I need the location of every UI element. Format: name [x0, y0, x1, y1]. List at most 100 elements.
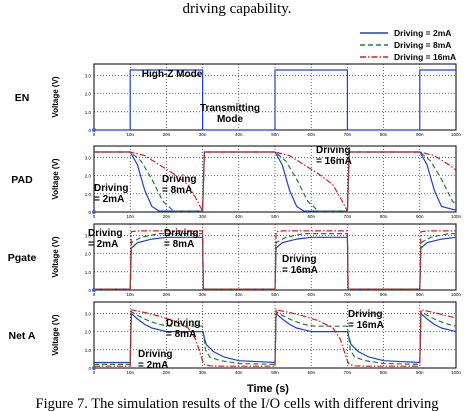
panel-pgate: 0 1.0 2.0 3.0 0 10n 20n 30n 40n 50n 60n 70n 80n 90n 10… — [8, 223, 462, 297]
annotation: Transmitting Mode — [200, 103, 260, 125]
y-axis-label: Voltage (V) — [51, 314, 60, 356]
x-tick-label: 90n — [416, 370, 424, 375]
y-tick-label: 3.0 — [85, 311, 92, 316]
y-tick-label: 0 — [88, 366, 91, 371]
annotation: Driving = 8mA — [166, 318, 200, 340]
annotation: Driving = 2mA — [94, 183, 128, 205]
x-tick-label: 70n — [344, 292, 352, 297]
header-text: driving capability. — [183, 1, 292, 17]
x-tick-label: 50n — [271, 292, 279, 297]
series-line-driving-16ma — [94, 230, 456, 290]
x-tick-label: 40n — [235, 214, 243, 219]
x-tick-label: 80n — [380, 214, 388, 219]
legend-label: Driving = 16mA — [394, 52, 456, 62]
series-line-driving-8ma — [94, 233, 456, 290]
origin-marker — [92, 128, 96, 132]
x-tick-label: 100n — [451, 292, 462, 297]
x-tick-label: 90n — [416, 292, 424, 297]
annotation: Driving = 16mA — [316, 145, 352, 167]
y-tick-label: 2.0 — [85, 252, 92, 257]
annotation: Driving = 16mA — [348, 309, 384, 331]
x-tick-label: 60n — [307, 132, 315, 137]
origin-marker — [92, 366, 96, 370]
x-tick-label: 60n — [307, 370, 315, 375]
x-tick-label: 30n — [199, 292, 207, 297]
annotation: Driving = 16mA — [282, 254, 318, 276]
x-tick-label: 90n — [416, 214, 424, 219]
y-tick-label: 0 — [88, 128, 91, 133]
x-tick-label: 10n — [126, 370, 134, 375]
x-tick-label: 50n — [271, 132, 279, 137]
legend-label: Driving = 8mA — [394, 40, 451, 50]
panel-name: EN — [15, 92, 30, 104]
legend-label: Driving = 2mA — [394, 28, 451, 38]
y-tick-label: 0 — [88, 288, 91, 293]
y-tick-label: 1.0 — [85, 110, 92, 115]
panel-en: 0 1.0 2.0 3.0 0 10n 20n 30n 40n 50n 60n 70n 80n 90n 10… — [15, 63, 462, 137]
x-tick-label: 80n — [380, 132, 388, 137]
x-tick-label: 10n — [126, 132, 134, 137]
panel-net-a: 0 1.0 2.0 3.0 0 10n 20n 30n 40n 50n 60n 70n 80n 90n 10… — [8, 301, 462, 375]
x-axis-label: Time (s) — [247, 383, 289, 395]
annotation: Driving = 2mA — [88, 228, 122, 250]
figure-caption: Figure 7. The simulation results of the … — [36, 396, 439, 412]
x-tick-label: 30n — [199, 132, 207, 137]
x-tick-label: 20n — [163, 132, 171, 137]
x-tick-label: 90n — [416, 132, 424, 137]
legend: Driving = 2mA Driving = 8mA Driving = 16mA — [360, 28, 456, 62]
x-tick-label: 40n — [235, 132, 243, 137]
x-tick-label: 50n — [271, 214, 279, 219]
y-tick-label: 2.0 — [85, 174, 92, 179]
y-tick-label: 2.0 — [85, 92, 92, 97]
x-tick-label: 60n — [307, 292, 315, 297]
y-tick-label: 3.0 — [85, 155, 92, 160]
y-tick-label: 1.0 — [85, 192, 92, 197]
x-tick-label: 0 — [93, 132, 96, 137]
y-axis-label: Voltage (V) — [51, 158, 60, 200]
y-tick-label: 1.0 — [85, 348, 92, 353]
x-tick-label: 20n — [163, 214, 171, 219]
y-axis-label: Voltage (V) — [51, 76, 60, 118]
y-tick-label: 3.0 — [85, 73, 92, 78]
x-tick-label: 70n — [344, 132, 352, 137]
x-tick-label: 80n — [380, 292, 388, 297]
y-tick-label: 0 — [88, 210, 91, 215]
x-tick-label: 40n — [235, 370, 243, 375]
x-tick-label: 40n — [235, 292, 243, 297]
y-tick-label: 1.0 — [85, 270, 92, 275]
x-tick-label: 100n — [451, 370, 462, 375]
x-tick-label: 0 — [93, 370, 96, 375]
y-tick-label: 2.0 — [85, 330, 92, 335]
x-tick-label: 30n — [199, 214, 207, 219]
annotation: High-Z Mode — [142, 69, 203, 80]
origin-marker — [92, 288, 96, 292]
x-tick-label: 50n — [271, 370, 279, 375]
panel-name: Net A — [8, 330, 35, 342]
origin-marker — [92, 210, 96, 214]
x-tick-label: 60n — [307, 214, 315, 219]
x-tick-label: 0 — [93, 214, 96, 219]
x-tick-label: 10n — [126, 292, 134, 297]
x-tick-label: 20n — [163, 292, 171, 297]
x-tick-label: 80n — [380, 370, 388, 375]
panel-pad: 0 1.0 2.0 3.0 0 10n 20n 30n 40n 50n 60n 70n 80n 90n 10… — [11, 145, 461, 219]
panel-name: Pgate — [8, 252, 37, 264]
y-tick-label: 3.0 — [85, 233, 92, 238]
series-line-driving-8ma — [94, 151, 457, 212]
x-tick-label: 70n — [344, 370, 352, 375]
series-line-en — [94, 69, 456, 131]
x-tick-label: 0 — [93, 292, 96, 297]
annotation: Driving = 8mA — [164, 228, 198, 250]
x-tick-label: 10n — [126, 214, 134, 219]
annotation: Driving = 2mA — [138, 349, 172, 371]
x-tick-label: 100n — [451, 132, 462, 137]
panels: 0 1.0 2.0 3.0 0 10n 20n 30n 40n 50n 60n 70n 80n 90n 10… — [8, 63, 462, 375]
series-line-driving-16ma — [94, 309, 457, 367]
panel-name: PAD — [11, 174, 33, 186]
series-line-driving-2ma — [94, 151, 457, 212]
series-line-driving-16ma — [94, 151, 457, 214]
x-tick-label: 20n — [163, 370, 171, 375]
x-tick-label: 30n — [199, 370, 207, 375]
annotation: Driving = 8mA — [162, 174, 196, 196]
